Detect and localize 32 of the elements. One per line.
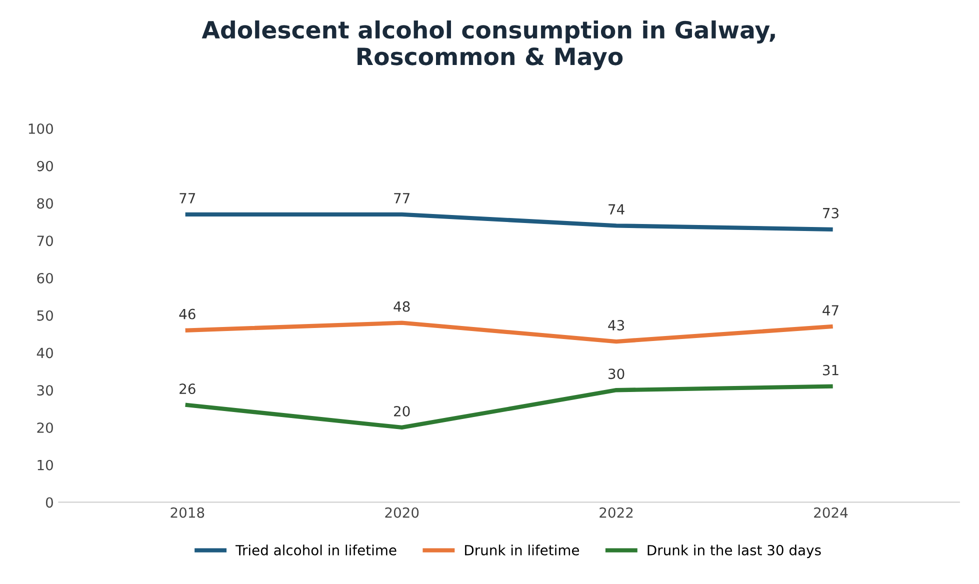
data-label: 30 [608,368,624,380]
data-label: 77 [180,193,196,204]
y-tick-label: 60 [37,272,53,284]
data-label: 26 [180,384,196,394]
data-label: 47 [822,305,838,316]
data-label: 77 [394,193,410,204]
data-label: 20 [394,406,410,416]
y-tick-label: 30 [37,385,53,396]
x-tick-label: 2018 [170,507,204,518]
y-tick-label: 40 [36,348,53,358]
x-tick-label: 2024 [814,507,848,518]
chart-title: Adolescent alcohol consumption in Galway, Roscommon & Mayo [202,20,775,70]
legend-label: Tried alcohol in lifetime [236,544,396,556]
data-label: 48 [394,301,410,312]
data-label: 73 [823,208,838,218]
data-label: 43 [608,320,624,330]
y-tick-label: 100 [28,123,53,134]
data-label: 74 [608,204,624,214]
x-tick-label: 2022 [600,507,633,518]
line-series [185,320,833,344]
y-tick-label: 70 [37,236,53,246]
data-label: 46 [179,308,196,320]
legend-label: Drunk in lifetime [465,544,580,556]
data-label: 31 [822,364,838,376]
x-tick-label: 2020 [385,507,419,518]
y-tick-label: 80 [37,198,53,209]
y-tick-label: 0 [46,497,53,508]
y-tick-label: 20 [37,422,53,433]
y-tick-label: 10 [38,460,53,470]
y-tick-label: 50 [37,310,53,321]
y-tick-label: 90 [37,160,53,172]
legend-label: Drunk in the last 30 days [648,544,821,558]
